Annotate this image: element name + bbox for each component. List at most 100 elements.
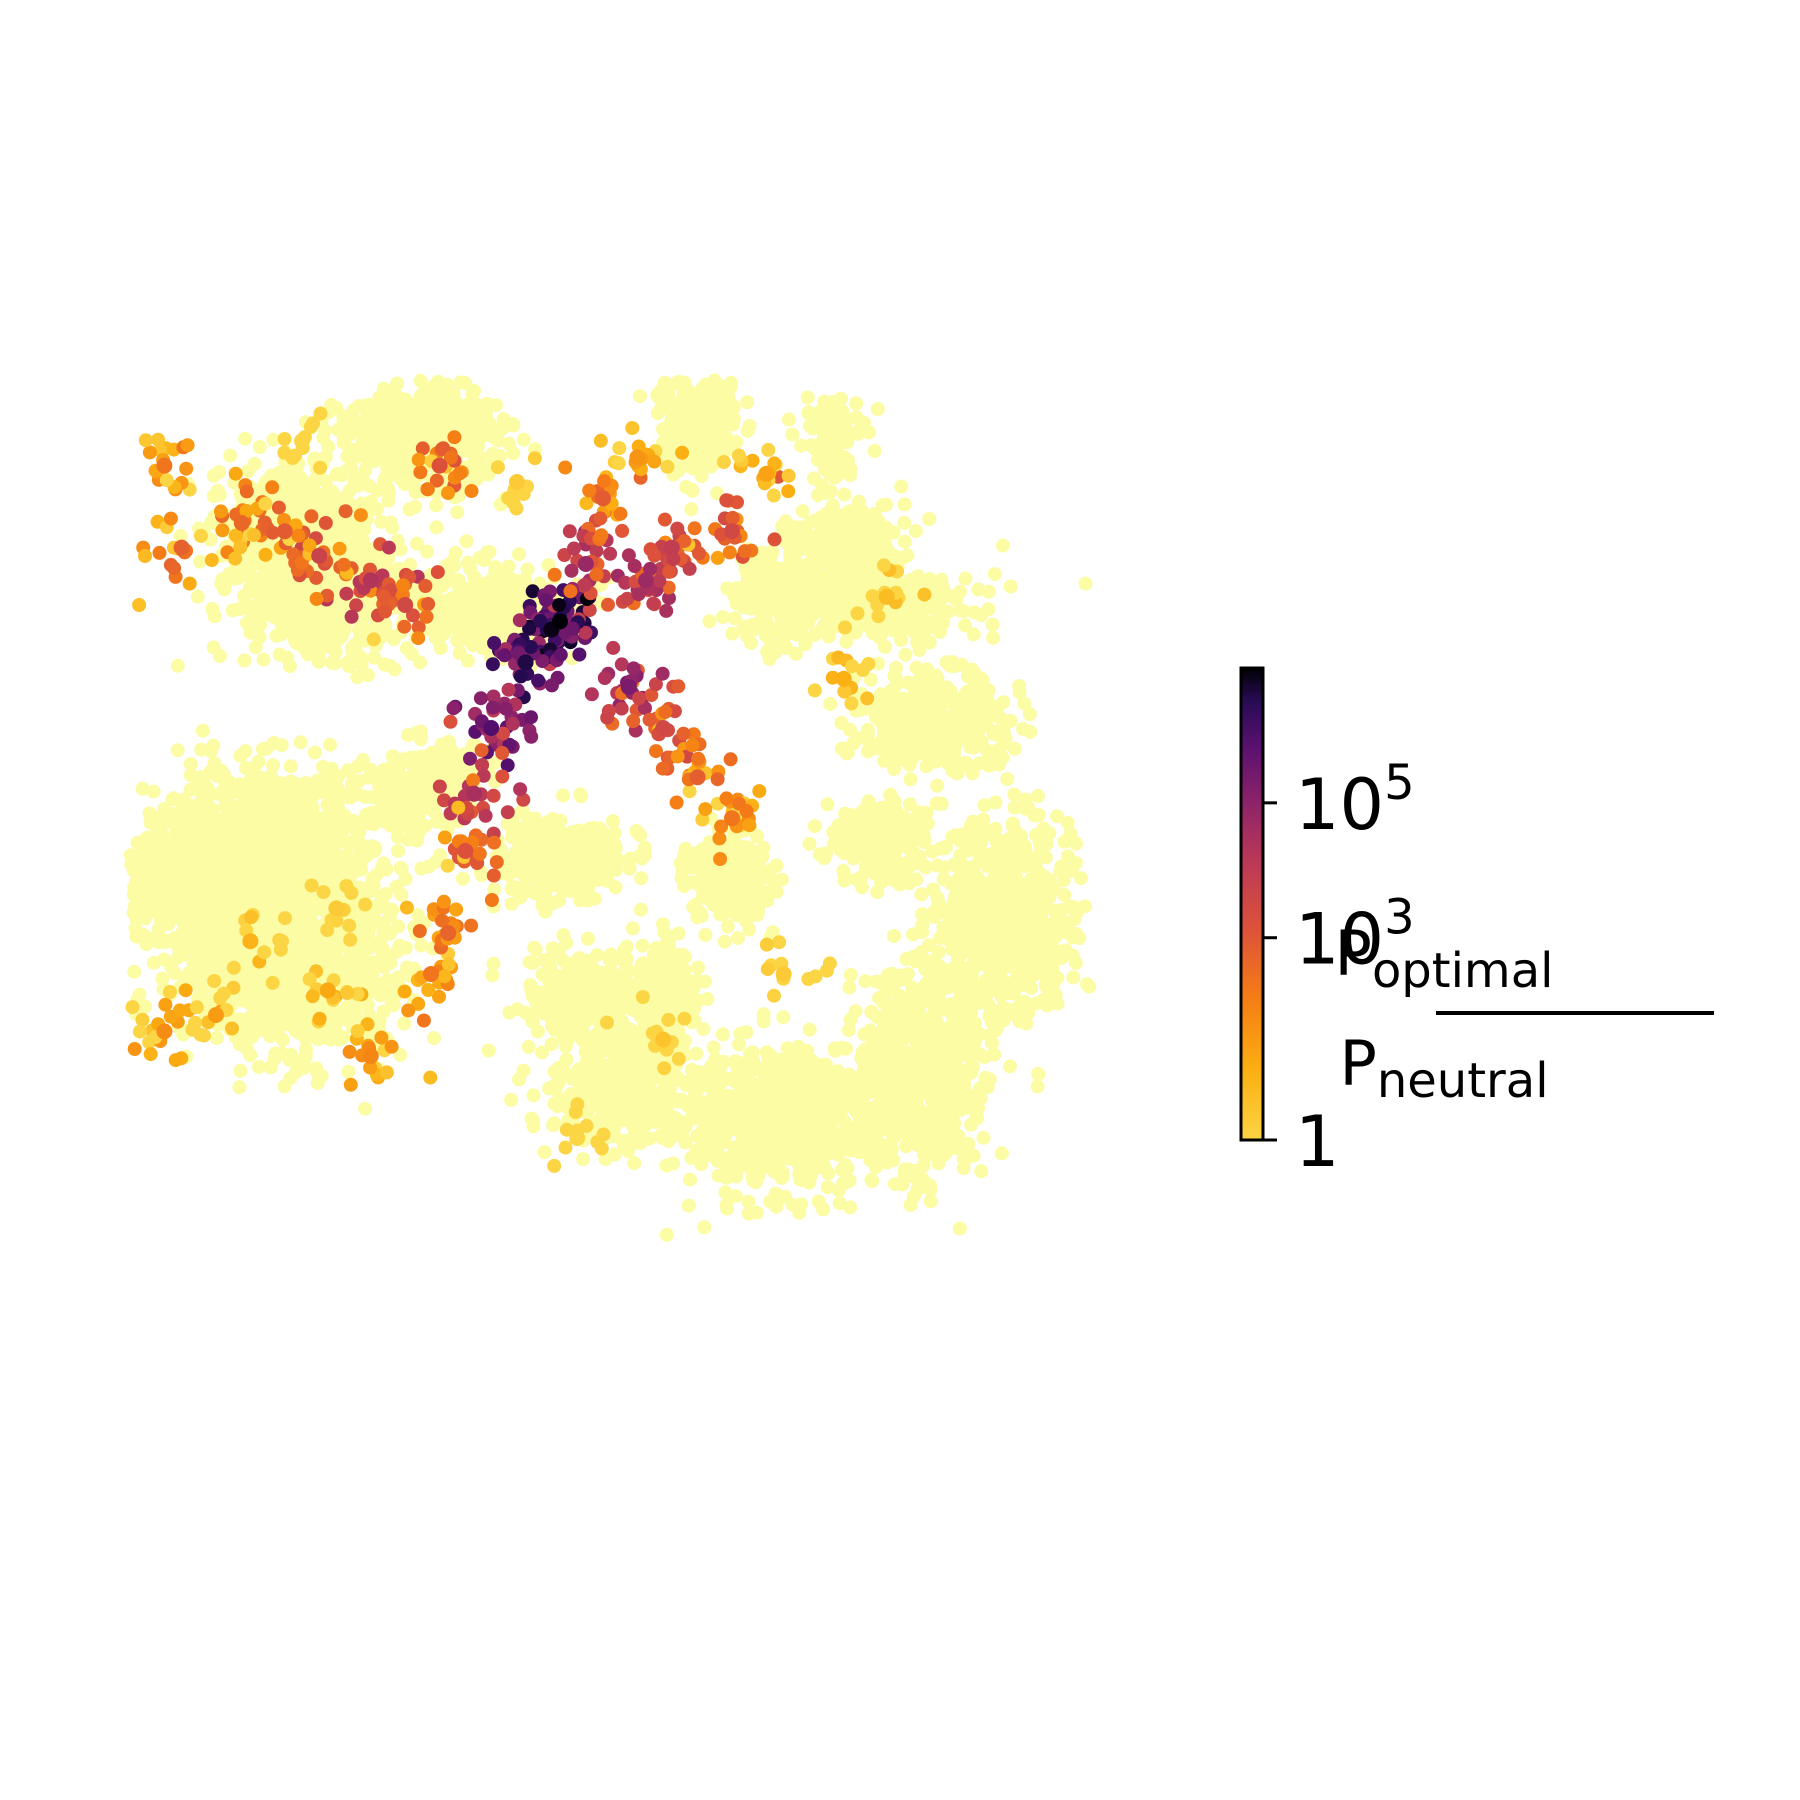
scatter-point-halo [358, 897, 373, 912]
scatter-point-halo [265, 975, 280, 990]
colorbar-tick-label: 103 [1295, 890, 1415, 981]
scatter-point-halo [621, 548, 636, 563]
scatter-point-halo [168, 1053, 183, 1068]
scatter-point [595, 490, 611, 507]
scatter-point-halo [662, 591, 676, 606]
scatter-point-halo [258, 547, 273, 562]
scatter-point-halo [659, 603, 674, 618]
scatter-point-halo [138, 549, 152, 563]
scatter-point-halo [669, 795, 684, 810]
scatter-point-halo [516, 792, 531, 807]
scatter-point-halo [666, 552, 681, 567]
scatter-point-halo [423, 1070, 438, 1085]
scatter-point-halo [658, 704, 673, 719]
scatter-point-halo [500, 805, 515, 820]
scatter-point-halo [611, 456, 626, 471]
scatter-point-halo [437, 830, 452, 845]
scatter-point-halo [152, 545, 167, 560]
scatter-point-halo [411, 631, 426, 646]
scatter-point [724, 810, 740, 827]
scatter-point-halo [258, 496, 273, 511]
scatter-point-halo [344, 609, 359, 624]
scatter-point [156, 1023, 173, 1040]
scatter-point [208, 1007, 224, 1023]
scatter-point-halo [278, 911, 292, 926]
colorbar-label-numerator: Poptimal [1335, 917, 1554, 999]
scatter-point [457, 843, 474, 859]
scatter-point [878, 588, 895, 605]
scatter-point-halo [339, 586, 354, 601]
scatter-point-halo [486, 788, 501, 803]
scatter-point-halo [376, 589, 391, 604]
scatter-point-halo [552, 598, 567, 612]
scatter-point-halo [441, 486, 455, 500]
scatter-point-halo [496, 726, 511, 741]
scatter-point-halo [366, 632, 381, 647]
scatter-point-halo [631, 587, 646, 602]
scatter-point-halo [350, 986, 365, 1001]
scatter-point-halo [871, 609, 886, 624]
scatter-point-halo [213, 504, 228, 519]
scatter-point-halo [712, 831, 727, 846]
scatter-point-halo [473, 691, 488, 706]
scatter-point-halo [544, 678, 559, 693]
scatter-point-halo [670, 521, 685, 536]
scatter-point-halo [524, 710, 538, 725]
scatter-point-halo [626, 661, 641, 676]
scatter-point-halo [558, 1140, 573, 1155]
scatter-background-points [123, 373, 1097, 1242]
scatter-point-halo [781, 484, 796, 499]
scatter-point-halo [421, 597, 436, 611]
scatter-point-halo [486, 689, 501, 704]
scatter-point-halo [189, 1000, 204, 1015]
scatter-point [397, 597, 414, 613]
scatter-point-halo [304, 878, 319, 893]
scatter-point-halo [500, 758, 515, 773]
scatter-point-halo [305, 989, 320, 1004]
scatter-point-halo [411, 452, 426, 467]
scatter-point-halo [487, 835, 501, 850]
scatter-point-halo [204, 553, 219, 568]
scatter-point-halo [338, 504, 353, 519]
scatter-point-halo [489, 855, 504, 870]
scatter-point [173, 539, 190, 556]
scatter-point-halo [342, 1044, 357, 1059]
scatter-point-halo [416, 1013, 431, 1028]
scatter-point-halo [600, 710, 615, 725]
scatter-point-halo [246, 528, 261, 543]
scatter-point-halo [440, 858, 455, 873]
scatter-point-halo [182, 576, 197, 591]
scatter-point-halo [767, 532, 782, 547]
scatter-point-halo [606, 640, 621, 655]
scatter-point [552, 613, 568, 630]
scatter-point-halo [837, 684, 852, 699]
scatter-point-halo [682, 784, 697, 799]
scatter-point-halo [447, 430, 462, 445]
scatter-point [689, 769, 706, 786]
scatter-point-halo [316, 885, 331, 900]
scatter-point [655, 720, 672, 736]
scatter-point-halo [594, 1141, 609, 1156]
scatter-point-halo [265, 480, 280, 495]
scatter-point-halo [594, 528, 609, 543]
scatter-point-halo [413, 465, 428, 480]
scatter-point-halo [657, 512, 672, 527]
scatter-point-halo [158, 997, 173, 1012]
scatter-point-halo [418, 579, 433, 593]
scatter-point-halo [443, 450, 458, 465]
scatter-point-halo [572, 647, 587, 662]
scatter-point-halo [397, 619, 412, 634]
scatter-point-halo [917, 587, 932, 602]
scatter-point-halo [539, 593, 553, 608]
scatter-point-halo [547, 567, 562, 582]
scatter-point [311, 547, 328, 564]
scatter-point-halo [685, 738, 700, 753]
scatter-point [758, 465, 775, 482]
scatter-point-halo [419, 609, 434, 624]
scatter-point-halo [239, 484, 254, 499]
scatter-point-halo [303, 420, 318, 434]
scatter-point-halo [487, 636, 502, 650]
scatter-point-halo [495, 769, 510, 784]
scatter-point-halo [228, 466, 243, 481]
scatter-point-halo [151, 432, 166, 447]
